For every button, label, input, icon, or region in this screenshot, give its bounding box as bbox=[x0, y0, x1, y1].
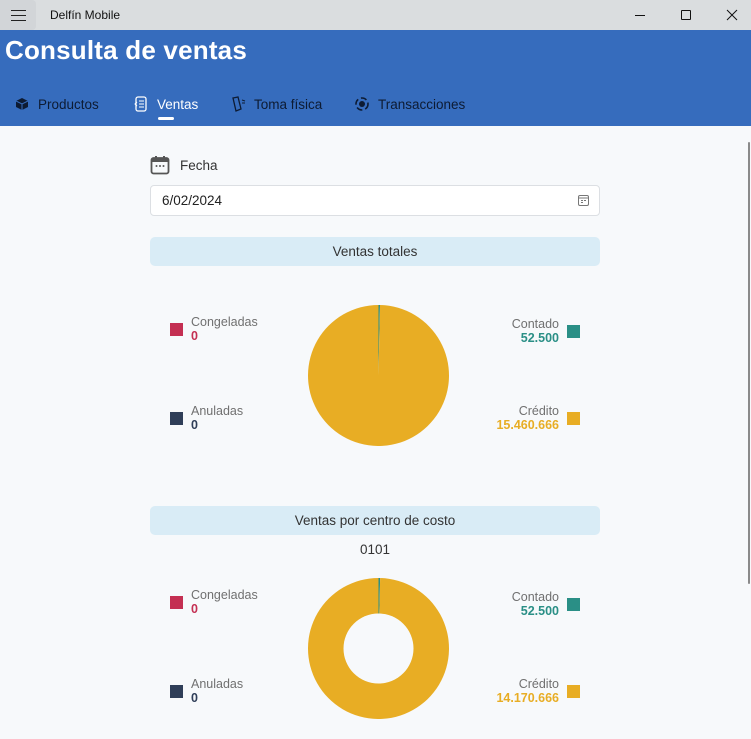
donut-hole bbox=[343, 613, 414, 684]
ventas-totales-header: Ventas totales bbox=[150, 237, 600, 266]
ventas-centro-costo-header: Ventas por centro de costo bbox=[150, 506, 600, 535]
legend-label: Crédito bbox=[518, 404, 559, 418]
maximize-button[interactable] bbox=[663, 0, 709, 30]
anuladas-swatch bbox=[170, 412, 183, 425]
credito-swatch bbox=[567, 685, 580, 698]
tab-label: Productos bbox=[38, 96, 99, 112]
ventas-totales-pie-chart bbox=[308, 305, 449, 446]
legend-congeladas: Congeladas 0 bbox=[170, 588, 290, 616]
active-tab-indicator bbox=[158, 117, 174, 120]
page-title: Consulta de ventas bbox=[5, 35, 247, 65]
page-header: Consulta de ventas Productos Ventas Toma… bbox=[0, 30, 751, 126]
legend-credito: Crédito 15.460.666 bbox=[460, 404, 580, 432]
legend-value: 52.500 bbox=[520, 331, 559, 345]
legend-value: 0 bbox=[191, 602, 198, 616]
contado-swatch bbox=[567, 598, 580, 611]
contado-swatch bbox=[567, 325, 580, 338]
pie-slice-contado bbox=[378, 305, 380, 376]
date-value: 6/02/2024 bbox=[162, 193, 223, 208]
legend-value: 52.500 bbox=[520, 604, 559, 618]
transactions-icon bbox=[354, 96, 370, 112]
legend-anuladas: Anuladas 0 bbox=[170, 404, 290, 432]
congeladas-swatch bbox=[170, 323, 183, 336]
tab-label: Toma física bbox=[254, 96, 323, 112]
date-picker-icon[interactable] bbox=[578, 195, 589, 206]
receipt-icon bbox=[133, 96, 149, 112]
ventas-centro-costo-donut-chart bbox=[308, 578, 449, 719]
close-icon bbox=[726, 9, 738, 21]
tab-ventas[interactable]: Ventas bbox=[133, 93, 198, 115]
handheld-scanner-icon bbox=[230, 96, 246, 112]
tab-label: Transacciones bbox=[378, 96, 466, 112]
congeladas-swatch bbox=[170, 596, 183, 609]
minimize-icon bbox=[635, 14, 645, 16]
legend-label: Anuladas bbox=[191, 404, 244, 418]
credito-swatch bbox=[567, 412, 580, 425]
fecha-field-label: Fecha bbox=[150, 155, 218, 175]
window-titlebar: Delfín Mobile bbox=[0, 0, 751, 30]
box-icon bbox=[14, 96, 30, 112]
legend-value: 0 bbox=[191, 691, 198, 705]
legend-label: Congeladas bbox=[191, 315, 258, 329]
legend-congeladas: Congeladas 0 bbox=[170, 315, 290, 343]
date-picker-input[interactable]: 6/02/2024 bbox=[150, 185, 600, 216]
tab-label: Ventas bbox=[157, 96, 199, 112]
legend-value: 15.460.666 bbox=[496, 418, 559, 432]
calendar-icon bbox=[150, 156, 170, 175]
legend-contado: Contado 52.500 bbox=[460, 317, 580, 345]
tab-productos[interactable]: Productos bbox=[14, 93, 99, 115]
legend-value: 0 bbox=[191, 329, 198, 343]
hamburger-icon bbox=[10, 14, 26, 16]
cost-center-code: 0101 bbox=[359, 542, 391, 557]
legend-credito: Crédito 14.170.666 bbox=[460, 677, 580, 705]
close-button[interactable] bbox=[709, 0, 751, 30]
tab-toma-fisica[interactable]: Toma física bbox=[230, 93, 322, 115]
legend-label: Crédito bbox=[518, 677, 559, 691]
vertical-scrollbar[interactable] bbox=[748, 142, 750, 584]
legend-label: Congeladas bbox=[191, 588, 258, 602]
legend-label: Anuladas bbox=[191, 677, 244, 691]
legend-value: 0 bbox=[191, 418, 198, 432]
tab-transacciones[interactable]: Transacciones bbox=[354, 93, 465, 115]
legend-anuladas: Anuladas 0 bbox=[170, 677, 290, 705]
anuladas-swatch bbox=[170, 685, 183, 698]
app-title: Delfín Mobile bbox=[50, 8, 121, 22]
fecha-label: Fecha bbox=[180, 157, 218, 173]
legend-label: Contado bbox=[511, 590, 559, 604]
legend-contado: Contado 52.500 bbox=[460, 590, 580, 618]
maximize-icon bbox=[681, 10, 691, 20]
pie-slice-crédito bbox=[308, 305, 449, 446]
minimize-button[interactable] bbox=[617, 0, 663, 30]
hamburger-menu-button[interactable] bbox=[0, 0, 36, 30]
legend-value: 14.170.666 bbox=[496, 691, 559, 705]
legend-label: Contado bbox=[511, 317, 559, 331]
